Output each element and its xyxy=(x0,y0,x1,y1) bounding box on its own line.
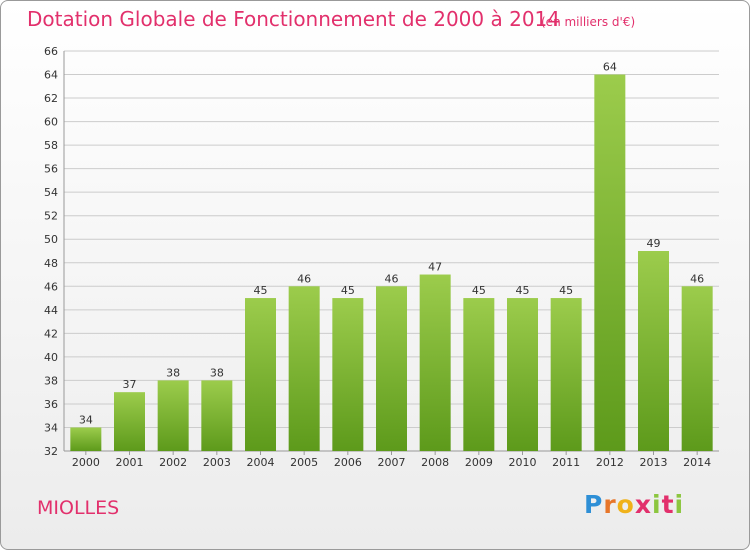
bar xyxy=(594,74,626,451)
data-label: 64 xyxy=(603,61,617,74)
bar xyxy=(376,286,407,451)
y-tick-label: 32 xyxy=(44,445,58,458)
bar xyxy=(245,298,276,451)
x-tick-label: 2004 xyxy=(247,456,275,469)
chart-title: Dotation Globale de Fonctionnement de 20… xyxy=(27,7,560,31)
data-label: 45 xyxy=(559,284,573,297)
bar xyxy=(157,380,189,451)
bar xyxy=(463,298,495,451)
y-tick-label: 56 xyxy=(44,163,58,176)
bars xyxy=(70,74,713,451)
data-label: 47 xyxy=(428,261,442,274)
bar xyxy=(114,392,145,451)
x-tick-label: 2013 xyxy=(640,456,668,469)
x-tick-label: 2007 xyxy=(378,456,406,469)
y-tick-label: 64 xyxy=(44,69,58,82)
x-tick-label: 2012 xyxy=(596,456,624,469)
y-tick-label: 66 xyxy=(44,45,58,58)
data-label: 34 xyxy=(79,413,93,426)
y-tick-label: 58 xyxy=(44,139,58,152)
proxiti-logo: Proxiti xyxy=(584,490,685,519)
y-tick-label: 38 xyxy=(44,374,58,387)
x-tick-label: 2014 xyxy=(683,456,711,469)
x-tick-label: 2001 xyxy=(116,456,144,469)
bar xyxy=(638,251,669,451)
y-tick-label: 52 xyxy=(44,210,58,223)
commune-name: MIOLLES xyxy=(37,497,120,519)
x-tick-label: 2010 xyxy=(509,456,537,469)
x-tick-label: 2000 xyxy=(72,456,100,469)
data-label: 49 xyxy=(647,237,661,250)
y-tick-label: 34 xyxy=(44,421,58,434)
y-tick-label: 54 xyxy=(44,186,58,199)
data-label: 46 xyxy=(690,272,704,285)
y-tick-label: 36 xyxy=(44,398,58,411)
bar xyxy=(201,380,233,451)
bar xyxy=(70,427,102,451)
bar xyxy=(681,286,713,451)
y-tick-label: 48 xyxy=(44,257,58,270)
data-label: 38 xyxy=(210,366,224,379)
x-tick-label: 2006 xyxy=(334,456,362,469)
data-label: 45 xyxy=(341,284,355,297)
x-tick-label: 2008 xyxy=(421,456,449,469)
x-tick-label: 2002 xyxy=(159,456,187,469)
bar xyxy=(550,298,582,451)
bar xyxy=(507,298,538,451)
y-tick-label: 44 xyxy=(44,304,58,317)
x-tick-label: 2009 xyxy=(465,456,493,469)
data-label: 37 xyxy=(123,378,137,391)
x-tick-label: 2005 xyxy=(290,456,318,469)
x-tick-label: 2003 xyxy=(203,456,231,469)
y-tick-label: 42 xyxy=(44,327,58,340)
data-label: 46 xyxy=(297,272,311,285)
y-tick-label: 46 xyxy=(44,280,58,293)
bar xyxy=(288,286,320,451)
data-label: 45 xyxy=(472,284,486,297)
data-labels: 34 37 38 38 45 46 45 46 47 45 45 45 64 49 46 xyxy=(79,61,704,427)
y-tick-label: 60 xyxy=(44,116,58,129)
x-tick-label: 2011 xyxy=(552,456,580,469)
data-label: 45 xyxy=(516,284,530,297)
data-label: 45 xyxy=(254,284,268,297)
bar xyxy=(332,298,364,451)
data-label: 38 xyxy=(166,366,180,379)
data-label: 46 xyxy=(385,272,399,285)
tick-labels: 32 34 36 38 40 42 44 46 48 50 52 54 56 58 60 62 64 66 2000… xyxy=(44,45,711,469)
bar xyxy=(419,274,451,451)
y-tick-label: 40 xyxy=(44,351,58,364)
unit-note: (en milliers d'€) xyxy=(541,15,636,29)
y-tick-label: 50 xyxy=(44,233,58,246)
y-tick-label: 62 xyxy=(44,92,58,105)
